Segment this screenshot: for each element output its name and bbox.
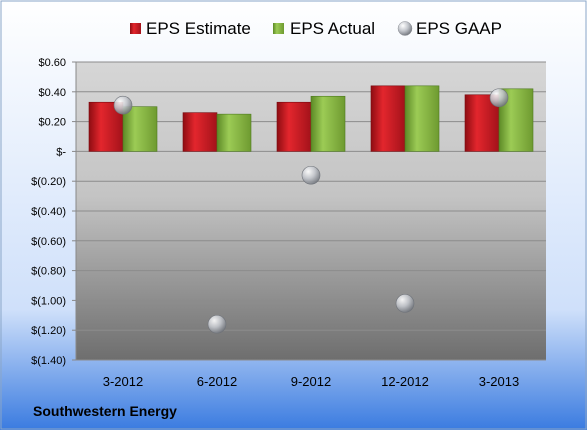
bar-eps-estimate xyxy=(182,112,218,152)
y-tick-label: $(1.40) xyxy=(31,355,66,367)
y-tick-label: $(0.80) xyxy=(31,266,66,278)
y-tick-label: $- xyxy=(56,146,66,158)
bar-eps-estimate xyxy=(370,85,406,152)
y-tick-label: $0.60 xyxy=(38,57,66,69)
gaap-point xyxy=(395,294,415,313)
legend-swatch-estimate xyxy=(130,23,141,34)
company-name: Southwestern Energy xyxy=(33,403,177,419)
x-category-label: 9-2012 xyxy=(291,374,331,389)
y-axis-ticks: $0.60 $0.40 $0.20 $- $(0.20) $(0.40) $(0.60) $(… xyxy=(31,57,76,367)
x-category-label: 3-2012 xyxy=(103,374,143,389)
x-category-label: 12-2012 xyxy=(381,374,429,389)
x-axis-categories: 3-2012 6-2012 9-2012 12-2012 3-2013 xyxy=(103,374,519,389)
x-category-label: 6-2012 xyxy=(197,374,237,389)
legend-label-gaap: EPS GAAP xyxy=(416,19,502,38)
bar-eps-actual xyxy=(122,106,158,152)
gaap-point xyxy=(489,88,509,108)
y-tick-label: $(0.20) xyxy=(31,176,66,188)
y-tick-label: $(0.40) xyxy=(31,206,66,218)
legend-swatch-gaap xyxy=(397,21,413,36)
bar-eps-actual xyxy=(216,113,252,152)
y-tick-label: $(1.20) xyxy=(31,325,66,337)
gaap-point xyxy=(113,95,133,115)
legend: EPS Estimate EPS Actual EPS GAAP xyxy=(130,19,502,38)
y-tick-label: $0.40 xyxy=(38,87,66,99)
legend-swatch-actual xyxy=(273,23,284,34)
y-tick-label: $0.20 xyxy=(38,117,66,129)
y-tick-label: $(0.60) xyxy=(31,236,66,248)
gaap-point xyxy=(207,314,227,334)
x-category-label: 3-2013 xyxy=(479,374,519,389)
gaap-points xyxy=(113,88,509,334)
gaap-point xyxy=(301,165,321,185)
legend-label-estimate: EPS Estimate xyxy=(146,19,251,38)
bar-eps-actual xyxy=(404,85,440,152)
legend-label-actual: EPS Actual xyxy=(290,19,375,38)
bar-eps-actual xyxy=(310,95,346,152)
y-tick-label: $(1.00) xyxy=(31,295,66,307)
bar-eps-estimate xyxy=(276,101,312,152)
